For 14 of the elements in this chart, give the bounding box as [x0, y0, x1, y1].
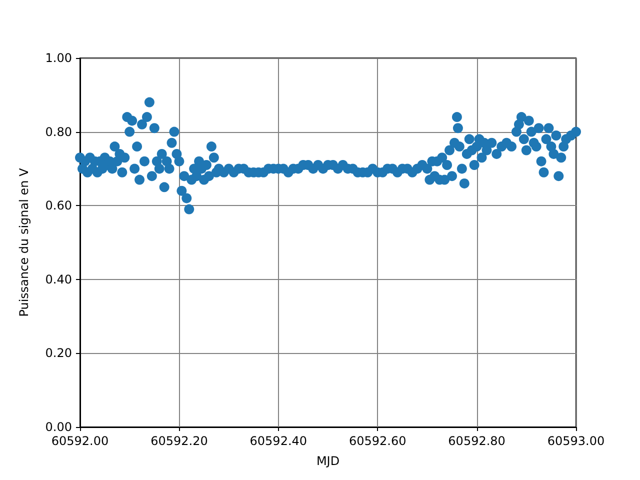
- x-tick-label: 60592.20: [150, 434, 208, 448]
- x-tick-label: 60592.80: [448, 434, 506, 448]
- y-axis-title: Puissance du signal en V: [17, 167, 31, 317]
- x-tick-label: 60593.00: [547, 434, 605, 448]
- y-tick-label: 0.40: [45, 272, 72, 286]
- y-tick-label: 0.00: [45, 420, 72, 434]
- x-tick-label: 60592.40: [250, 434, 308, 448]
- y-tick-label: 0.80: [45, 124, 72, 139]
- y-tick-label: 0.20: [45, 346, 72, 360]
- x-tick-label: 60592.00: [51, 434, 109, 448]
- y-tick-label: 0.60: [45, 198, 72, 213]
- y-tick-label: 1.00: [45, 51, 72, 65]
- x-axis-title: MJD: [316, 454, 340, 468]
- x-tick-label: 60592.60: [348, 434, 406, 448]
